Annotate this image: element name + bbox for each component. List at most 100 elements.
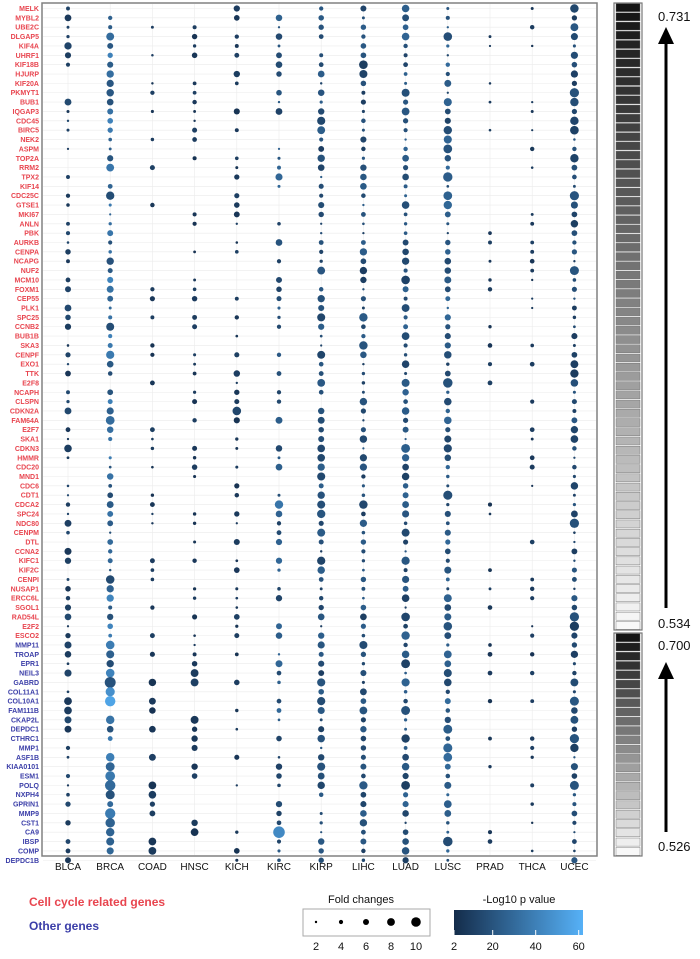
dot (275, 445, 283, 452)
dot (107, 510, 114, 517)
dot (107, 295, 114, 302)
dot (360, 258, 367, 265)
dot (402, 239, 409, 246)
dot (443, 836, 453, 847)
dot (106, 426, 114, 433)
dot (404, 81, 408, 85)
dot (360, 539, 367, 545)
heatmap-cell (615, 187, 641, 197)
dot (359, 341, 368, 350)
dot (360, 99, 366, 105)
heatmap-cell (615, 455, 641, 464)
dot (403, 43, 408, 49)
gene-label: FAM111B (8, 708, 39, 715)
dot (571, 707, 578, 714)
dot (401, 678, 410, 687)
dot (361, 493, 366, 497)
dot (151, 82, 154, 85)
dot (108, 633, 113, 638)
dot (106, 725, 114, 733)
dot (317, 126, 326, 135)
heatmap-cell (615, 169, 641, 178)
size-legend-label: 4 (338, 941, 344, 953)
heatmap-cell (615, 661, 641, 670)
gene-label: SPC24 (17, 511, 39, 518)
heatmap-cell (615, 501, 641, 510)
dot (403, 231, 408, 235)
gene-label: DTL (25, 540, 39, 547)
dot (277, 849, 281, 853)
dot (529, 652, 535, 657)
dot (571, 577, 577, 582)
dot (445, 539, 451, 545)
dot (108, 315, 113, 320)
dot (192, 127, 198, 133)
dot (192, 81, 197, 86)
dot (443, 135, 452, 144)
gene-label: IBSP (23, 839, 40, 846)
dot (402, 510, 410, 518)
dot (318, 604, 324, 611)
dot (317, 838, 325, 845)
dot (65, 502, 71, 507)
dot (108, 137, 113, 142)
size-legend: Fold changes 2 4 6 8 10 (302, 894, 431, 953)
dot (273, 826, 285, 838)
dot (361, 829, 366, 835)
dot (192, 418, 197, 423)
dot (571, 595, 578, 602)
heatmap-cell (615, 642, 641, 652)
dot (359, 397, 368, 406)
dot (402, 585, 409, 592)
cancer-label: BRCA (96, 862, 124, 873)
gene-label: E2F7 (22, 427, 39, 434)
dot (530, 7, 534, 10)
dot (66, 109, 70, 113)
dot (277, 493, 281, 497)
color-legend-bar (454, 910, 583, 935)
dot (107, 127, 113, 133)
dot (360, 351, 367, 359)
heatmap-cell (615, 86, 641, 95)
dot (361, 371, 366, 376)
dot (530, 240, 535, 245)
dot (109, 531, 112, 534)
heatmap-cell (615, 584, 641, 593)
gene-label: ESCO2 (15, 633, 39, 640)
gene-label: CEP55 (17, 296, 39, 303)
dot (191, 735, 198, 742)
color-legend-label: 2 (451, 941, 457, 953)
gene-label: GTSE1 (16, 203, 39, 210)
dot (318, 145, 325, 152)
dot (105, 790, 115, 800)
dot (276, 810, 282, 817)
dot (570, 435, 579, 443)
heatmap-cell (615, 150, 641, 160)
dot (66, 399, 70, 404)
dot (66, 147, 70, 151)
gene-label: CST1 (21, 820, 39, 827)
dot (403, 62, 408, 68)
dot (570, 678, 579, 687)
dot (443, 32, 453, 41)
dot (444, 810, 452, 817)
heatmap-cell (615, 40, 641, 49)
heatmap-cell (615, 679, 641, 689)
dot (359, 640, 368, 650)
dot (105, 762, 115, 772)
heatmap-cell (615, 280, 641, 289)
dot (148, 847, 157, 855)
dot (317, 350, 326, 359)
dot (108, 222, 112, 226)
dot (444, 454, 452, 462)
dot (570, 97, 579, 107)
dot (570, 33, 578, 41)
dot (401, 612, 410, 622)
dot (105, 715, 115, 725)
dot (276, 71, 282, 77)
dot (402, 24, 409, 31)
cancer-label: PRAD (476, 862, 504, 873)
heatmap-cell (615, 77, 641, 86)
dot (317, 444, 326, 453)
dot (149, 633, 155, 639)
